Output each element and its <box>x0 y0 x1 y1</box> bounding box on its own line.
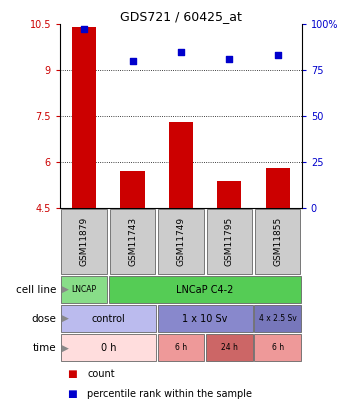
Bar <box>255 335 301 361</box>
Point <box>130 58 135 64</box>
Bar <box>265 168 290 208</box>
Text: GSM11795: GSM11795 <box>225 217 234 266</box>
Text: ▶: ▶ <box>62 343 69 352</box>
Text: GSM11855: GSM11855 <box>273 217 282 266</box>
Text: 1 x 10 Sv: 1 x 10 Sv <box>182 314 228 324</box>
Bar <box>158 305 252 332</box>
Point <box>82 26 87 33</box>
Text: 4 x 2.5 Sv: 4 x 2.5 Sv <box>259 314 297 323</box>
Text: ■: ■ <box>67 388 76 399</box>
Text: ▶: ▶ <box>62 285 69 294</box>
Point <box>226 55 232 62</box>
Text: dose: dose <box>32 314 57 324</box>
Point <box>178 48 184 55</box>
Bar <box>206 209 252 274</box>
Bar <box>109 276 301 303</box>
Text: LNCaP C4-2: LNCaP C4-2 <box>176 285 234 294</box>
Bar <box>72 27 96 208</box>
Bar <box>61 276 107 303</box>
Text: GSM11749: GSM11749 <box>176 217 186 266</box>
Text: 0 h: 0 h <box>100 343 116 353</box>
Bar <box>158 335 204 361</box>
Text: ■: ■ <box>67 369 76 379</box>
Text: 24 h: 24 h <box>221 343 238 352</box>
Text: percentile rank within the sample: percentile rank within the sample <box>87 388 252 399</box>
Text: ▶: ▶ <box>62 314 69 323</box>
Bar <box>217 181 241 208</box>
Bar <box>255 209 300 274</box>
Bar <box>120 171 145 208</box>
Text: GSM11743: GSM11743 <box>128 217 137 266</box>
Text: GSM11879: GSM11879 <box>80 217 89 266</box>
Text: control: control <box>92 314 125 324</box>
Title: GDS721 / 60425_at: GDS721 / 60425_at <box>120 10 242 23</box>
Bar <box>255 305 301 332</box>
Bar <box>169 122 193 208</box>
Text: time: time <box>33 343 57 353</box>
Bar <box>61 305 156 332</box>
Text: 6 h: 6 h <box>272 343 284 352</box>
Point <box>275 52 281 58</box>
Text: 6 h: 6 h <box>175 343 187 352</box>
Bar <box>110 209 155 274</box>
Bar <box>61 209 107 274</box>
Text: cell line: cell line <box>16 285 57 294</box>
Text: LNCAP: LNCAP <box>72 285 97 294</box>
Bar <box>158 209 204 274</box>
Bar <box>61 335 156 361</box>
Text: count: count <box>87 369 115 379</box>
Bar <box>206 335 252 361</box>
